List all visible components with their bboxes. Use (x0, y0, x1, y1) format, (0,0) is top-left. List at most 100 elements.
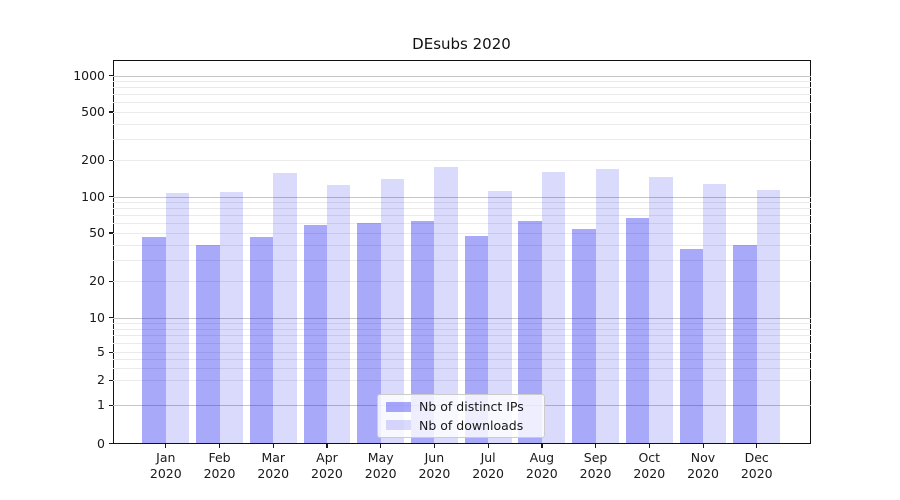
x-tick-label: Mar 2020 (241, 450, 305, 481)
x-tick-mark (648, 443, 650, 448)
chart-title: DEsubs 2020 (412, 35, 511, 53)
x-tick-year: 2020 (579, 465, 612, 481)
x-tick-mark (433, 443, 436, 448)
x-tick-label: Oct 2020 (617, 450, 681, 481)
major-gridline (113, 196, 811, 198)
bar-downloads-mar (273, 173, 297, 444)
x-tick-mark (219, 443, 221, 448)
minor-gridline (113, 322, 811, 324)
y-tick-label: 20 (89, 273, 105, 289)
x-tick-label: May 2020 (349, 450, 413, 481)
x-tick-month: Feb (208, 450, 231, 465)
legend-swatch-downloads (386, 420, 411, 431)
minor-gridline (113, 380, 811, 381)
minor-gridline (113, 202, 811, 204)
legend-swatch-distinct-ips (386, 401, 411, 412)
x-tick-label: Sep 2020 (564, 450, 628, 481)
minor-gridline (113, 215, 811, 217)
y-tick-label: 10 (89, 309, 105, 325)
minor-gridline (113, 223, 811, 225)
x-tick-year: 2020 (203, 465, 236, 481)
bar-distinct-ips-dec (733, 244, 757, 444)
x-tick-mark (380, 443, 382, 448)
x-tick-year: 2020 (525, 465, 558, 481)
minor-gridline (113, 123, 811, 125)
x-tick-label: Jul 2020 (456, 450, 520, 481)
bar-downloads-jun (434, 167, 458, 444)
x-tick-month: Aug (529, 450, 555, 465)
x-tick-month: Oct (638, 450, 661, 465)
bar-downloads-nov (703, 183, 727, 444)
minor-gridline (113, 160, 811, 162)
x-tick-mark (165, 443, 167, 448)
x-tick-mark (702, 443, 704, 448)
x-tick-month: Apr (316, 450, 338, 465)
bar-distinct-ips-nov (679, 248, 703, 444)
y-tick-label: 0 (97, 435, 105, 451)
y-tick-label: 200 (81, 152, 105, 168)
plot-area (113, 60, 811, 444)
minor-gridline (113, 102, 811, 104)
x-tick-mark (487, 443, 489, 448)
bar-downloads-oct (649, 177, 673, 444)
y-tick-label: 50 (89, 224, 105, 240)
bar-downloads-apr (326, 185, 351, 444)
x-tick-month: Sep (583, 450, 608, 465)
x-tick-month: May (367, 450, 394, 465)
minor-gridline (113, 244, 811, 246)
x-tick-month: Jan (156, 450, 176, 465)
bar-distinct-ips-jul (464, 236, 489, 444)
bar-downloads-jul (488, 191, 512, 444)
bar-distinct-ips-jan (142, 237, 166, 444)
x-tick-month: Jul (480, 450, 496, 465)
minor-gridline (113, 342, 811, 344)
minor-gridline (113, 358, 811, 360)
x-tick-year: 2020 (687, 465, 719, 481)
x-tick-label: Feb 2020 (188, 450, 252, 481)
y-tick-label: 1000 (73, 67, 105, 83)
minor-gridline (113, 335, 811, 337)
x-tick-year: 2020 (418, 465, 451, 481)
minor-gridline (113, 259, 811, 261)
minor-gridline (113, 352, 811, 353)
x-tick-mark (756, 443, 758, 448)
x-tick-mark (595, 443, 597, 448)
bar-downloads-dec (756, 190, 781, 444)
legend-item-downloads: Nb of downloads (386, 418, 536, 434)
x-tick-label: Apr 2020 (295, 450, 359, 481)
minor-gridline (113, 94, 811, 96)
y-tick-label: 500 (81, 103, 105, 119)
bar-distinct-ips-aug (518, 220, 542, 444)
bar-downloads-may (380, 179, 405, 444)
bar-distinct-ips-may (357, 223, 381, 444)
minor-gridline (113, 232, 811, 234)
bar-distinct-ips-mar (249, 237, 274, 444)
x-tick-month: Nov (690, 450, 716, 465)
x-tick-year: 2020 (472, 465, 505, 481)
bar-distinct-ips-jun (411, 220, 435, 444)
x-tick-year: 2020 (311, 465, 343, 481)
bar-distinct-ips-feb (196, 244, 220, 444)
legend-label-downloads: Nb of downloads (419, 417, 524, 433)
x-tick-year: 2020 (740, 465, 773, 481)
x-tick-month: Mar (261, 450, 286, 465)
minor-gridline (113, 87, 811, 89)
major-gridline (113, 75, 811, 77)
legend: Nb of distinct IPs Nb of downloads (377, 394, 545, 438)
x-tick-year: 2020 (364, 465, 397, 481)
y-tick-label: 2 (97, 372, 105, 387)
bar-distinct-ips-sep (572, 228, 596, 444)
bar-downloads-aug (541, 172, 566, 444)
legend-label-distinct-ips: Nb of distinct IPs (419, 399, 524, 415)
x-tick-mark (272, 443, 274, 448)
minor-gridline (113, 111, 811, 113)
bar-downloads-sep (595, 169, 619, 444)
y-tick-label: 1 (97, 397, 105, 413)
minor-gridline (113, 138, 811, 140)
x-tick-label: Jan 2020 (134, 450, 198, 481)
bar-downloads-jan (165, 193, 190, 444)
minor-gridline (113, 81, 811, 83)
x-tick-month: Dec (744, 450, 769, 465)
legend-item-distinct-ips: Nb of distinct IPs (386, 399, 536, 415)
